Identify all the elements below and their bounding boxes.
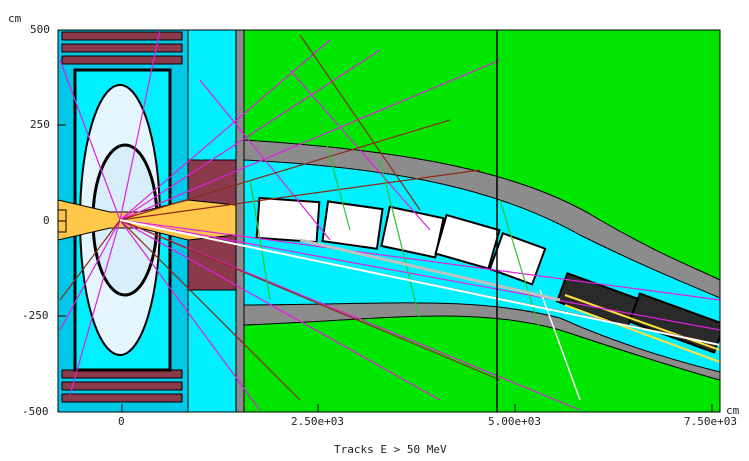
steel-wall	[235, 30, 245, 412]
yellow-coil-lines	[564, 294, 720, 363]
x-unit-label: cm	[726, 404, 740, 417]
y-tick-label: -250	[22, 309, 49, 322]
magnet-segments	[255, 196, 720, 354]
particle-tracks	[59, 30, 720, 411]
axis-ticks	[58, 29, 713, 413]
x-tick-label: 5.00e+03	[488, 415, 541, 428]
x-tick-label: 7.50e+03	[684, 415, 737, 428]
x-tick-label: 2.50e+03	[291, 415, 344, 428]
y-tick-label: 250	[30, 118, 50, 131]
x-tick-label: 0	[118, 415, 125, 428]
y-tick-label: 0	[43, 214, 50, 227]
y-tick-label: -500	[22, 405, 49, 418]
y-tick-label: 500	[30, 23, 50, 36]
y-unit-label: cm	[8, 12, 22, 25]
detector-geometry	[58, 30, 720, 412]
caption: Tracks E > 50 MeV	[334, 443, 447, 456]
